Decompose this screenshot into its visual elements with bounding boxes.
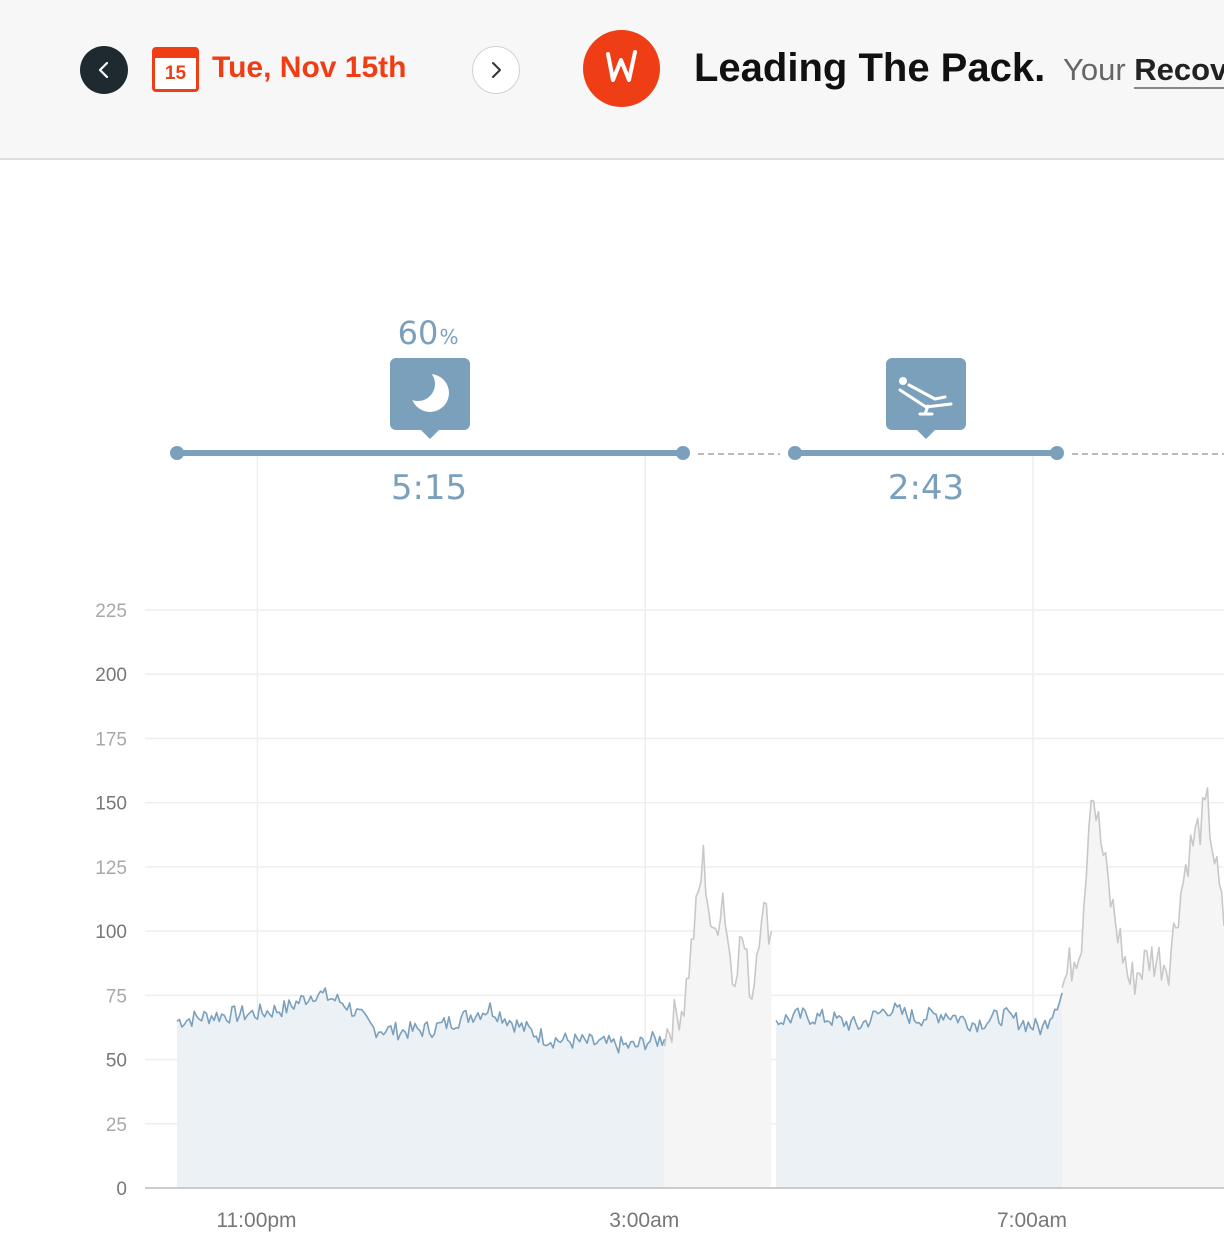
recliner-icon bbox=[898, 377, 953, 416]
nap-end-dot bbox=[1050, 446, 1064, 460]
nap-duration: 2:43 bbox=[888, 468, 964, 508]
sleep-marker[interactable] bbox=[390, 358, 470, 439]
y-tick-label: 200 bbox=[95, 665, 127, 686]
activity-heart-rate-line bbox=[1061, 787, 1224, 995]
chart-areas bbox=[177, 787, 1224, 1188]
activity-heart-rate-line bbox=[663, 844, 773, 1047]
y-tick-label: 175 bbox=[95, 729, 127, 750]
nap-marker[interactable] bbox=[886, 358, 966, 439]
subtext-prefix: Your bbox=[1063, 52, 1135, 87]
calendar-icon[interactable]: 15 bbox=[152, 47, 199, 92]
headline-subtext: Your Recovery bbox=[1063, 50, 1224, 90]
sleep-start-dot bbox=[170, 446, 184, 460]
previous-day-button[interactable] bbox=[80, 46, 128, 94]
activity-area bbox=[664, 845, 772, 1188]
sleep-performance-value: 60 bbox=[398, 314, 439, 352]
y-tick-label: 0 bbox=[116, 1179, 127, 1200]
nap-start-dot bbox=[788, 446, 802, 460]
date-label[interactable]: Tue, Nov 15th bbox=[212, 51, 407, 84]
y-tick-label: 125 bbox=[95, 858, 127, 879]
chart-axes: 225 200 175 150 125 100 75 50 25 0 11:00pm 3:00am 7:… bbox=[95, 601, 1224, 1232]
x-tick-label: 7:00am bbox=[997, 1209, 1067, 1232]
x-tick-label: 3:00am bbox=[609, 1209, 679, 1232]
sleep-duration: 5:15 bbox=[391, 468, 467, 508]
activity-area bbox=[1062, 787, 1224, 1188]
sleep-performance-unit: % bbox=[439, 325, 458, 349]
sleep-area bbox=[177, 988, 665, 1188]
y-tick-label: 100 bbox=[95, 922, 127, 943]
nap-heart-rate-line bbox=[775, 992, 1063, 1036]
y-tick-label: 75 bbox=[106, 986, 127, 1007]
whoop-logo-icon[interactable] bbox=[583, 30, 660, 107]
nap-area bbox=[776, 992, 1063, 1188]
chevron-left-icon bbox=[98, 61, 109, 79]
moon-icon bbox=[401, 367, 449, 412]
y-tick-label: 150 bbox=[95, 794, 127, 815]
chart-lines bbox=[176, 787, 1224, 1054]
y-tick-label: 50 bbox=[106, 1051, 127, 1072]
sleep-heart-rate-line bbox=[176, 987, 666, 1054]
sleep-end-dot bbox=[676, 446, 690, 460]
chevron-right-icon bbox=[492, 62, 501, 78]
logo-mark bbox=[606, 50, 637, 82]
calendar-icon-top bbox=[155, 50, 196, 58]
y-tick-label: 225 bbox=[95, 601, 127, 622]
y-tick-label: 25 bbox=[106, 1115, 127, 1136]
strain-chart: 60 % 5:15 2:43 225 200 bbox=[95, 314, 1224, 1232]
x-tick-label: 11:00pm bbox=[216, 1209, 296, 1232]
calendar-day-number: 15 bbox=[164, 63, 187, 84]
activity-timeline: 60 % 5:15 2:43 bbox=[170, 314, 1224, 508]
page-headline: Leading The Pack. bbox=[694, 46, 1046, 90]
recovery-link[interactable]: Recovery bbox=[1134, 52, 1224, 89]
top-header: 15 Tue, Nov 15th Leading The Pack. Your … bbox=[0, 0, 1224, 160]
next-day-button[interactable] bbox=[472, 46, 520, 94]
